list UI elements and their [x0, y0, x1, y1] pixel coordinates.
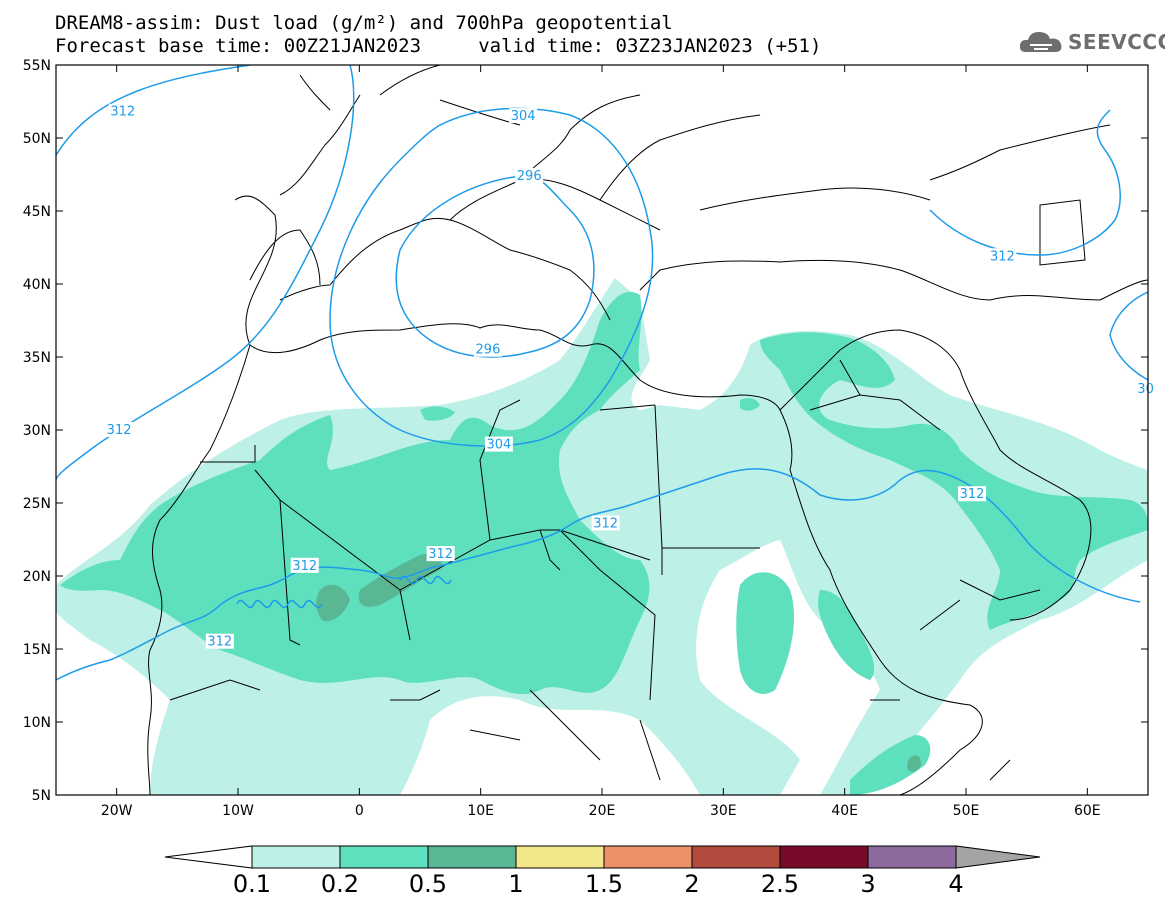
colorbar-label: 0.2 [321, 870, 359, 898]
geopotential-contours [56, 65, 1148, 681]
lon-tick-label: 0 [355, 803, 364, 819]
axis-ticks: 55N 50N 45N 40N 35N 30N 25N 20N 15N 10N 5N 20W 10W 0 1… [23, 58, 1148, 819]
colorbar-swatch [251, 845, 341, 869]
lon-tick-label: 40E [831, 803, 858, 819]
title-line-1: DREAM8-assim: Dust load (g/m²) and 700hP… [55, 12, 673, 34]
colorbar-label: 1 [508, 870, 523, 898]
colorbar-label: 3 [860, 870, 875, 898]
colorbar: 0.1 0.2 0.5 1 1.5 2 2.5 3 4 [164, 845, 1041, 898]
contour-label: 296 [517, 169, 542, 184]
colorbar-label: 4 [948, 870, 963, 898]
contour-label: 312 [990, 249, 1015, 264]
lat-tick-label: 5N [32, 788, 51, 804]
colorbar-swatch [603, 845, 693, 869]
lat-tick-label: 15N [23, 642, 51, 658]
country-borders [147, 65, 1148, 795]
lon-tick-label: 50E [953, 803, 980, 819]
colorbar-label: 2.5 [761, 870, 799, 898]
contour-label-bg [484, 436, 513, 452]
logo: SEEVCCC [1018, 28, 1165, 56]
lon-tick-label: 20W [101, 803, 133, 819]
lat-tick-label: 45N [23, 204, 51, 220]
contour-label-bg [591, 515, 620, 531]
lat-tick-label: 25N [23, 496, 51, 512]
lat-tick-label: 35N [23, 350, 51, 366]
contour-label-bg [515, 167, 544, 183]
lon-tick-label: 10E [467, 803, 494, 819]
contour-label-bg [108, 103, 137, 119]
contour-labels: 312 304 296 296 304 312 312 312 312 312 312 312 30 [105, 103, 1156, 650]
contour-label: 304 [511, 109, 536, 124]
colorbar-label: 1.5 [585, 870, 623, 898]
lat-tick-label: 30N [23, 423, 51, 439]
contour-label: 312 [107, 423, 132, 438]
cloud-icon [1019, 32, 1062, 52]
colorbar-swatch [779, 845, 869, 869]
contour-label-bg [205, 633, 234, 649]
colorbar-swatch [339, 845, 429, 869]
contour-label-bg [988, 248, 1017, 264]
lon-tick-label: 30E [710, 803, 737, 819]
contour-label: 30 [1137, 382, 1154, 397]
logo-text: SEEVCCC [1068, 30, 1165, 54]
lon-tick-label: 10W [222, 803, 254, 819]
lat-tick-label: 50N [23, 131, 51, 147]
contour-label-bg [473, 341, 502, 357]
dust-level-0.2 [60, 291, 1148, 795]
title-line-2: Forecast base time: 00Z21JAN2023 valid t… [55, 35, 822, 57]
colorbar-under-triangle [164, 845, 253, 869]
colorbar-swatch [691, 845, 781, 869]
colorbar-over-triangle [955, 845, 1041, 869]
colorbar-swatch [515, 845, 605, 869]
contour-label: 312 [960, 487, 985, 502]
colorbar-swatch [867, 845, 957, 869]
lon-tick-label: 60E [1074, 803, 1101, 819]
contour-label-bg [1135, 381, 1156, 397]
colorbar-label: 0.5 [409, 870, 447, 898]
dust-level-0.5 [316, 553, 922, 772]
contour-label: 312 [593, 516, 618, 531]
colorbar-label: 2 [684, 870, 699, 898]
dust-shading [56, 278, 1148, 795]
contour-label: 312 [292, 559, 317, 574]
contour-label: 312 [207, 635, 232, 650]
contour-label-bg [105, 422, 134, 437]
contour-label-bg [426, 546, 455, 562]
contour-label: 296 [476, 343, 501, 358]
lat-tick-label: 55N [23, 58, 51, 74]
lat-tick-label: 10N [23, 715, 51, 731]
lat-tick-label: 40N [23, 277, 51, 293]
contour-label-bg [958, 486, 987, 502]
colorbar-label: 0.1 [233, 870, 271, 898]
lon-tick-label: 20E [589, 803, 616, 819]
contour-label-bg [509, 108, 538, 124]
contour-label: 312 [428, 547, 453, 562]
contour-label-bg [290, 557, 319, 573]
colorbar-swatch [427, 845, 517, 869]
contour-label: 304 [486, 438, 511, 453]
lat-tick-label: 20N [23, 569, 51, 585]
contour-label: 312 [110, 105, 135, 120]
